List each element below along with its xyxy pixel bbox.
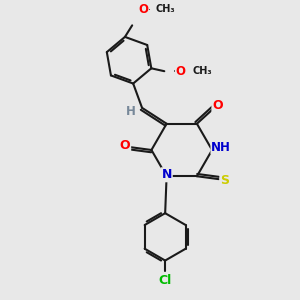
Text: CH₃: CH₃ bbox=[192, 66, 212, 76]
Text: NH: NH bbox=[212, 141, 231, 154]
Text: S: S bbox=[220, 174, 230, 187]
Text: O: O bbox=[120, 139, 130, 152]
Text: O: O bbox=[212, 99, 223, 112]
Text: N: N bbox=[161, 168, 172, 181]
Text: CH₃: CH₃ bbox=[156, 4, 176, 14]
Text: Cl: Cl bbox=[158, 274, 172, 287]
Text: O: O bbox=[138, 3, 148, 16]
Text: H: H bbox=[126, 105, 136, 118]
Text: O: O bbox=[176, 65, 186, 78]
